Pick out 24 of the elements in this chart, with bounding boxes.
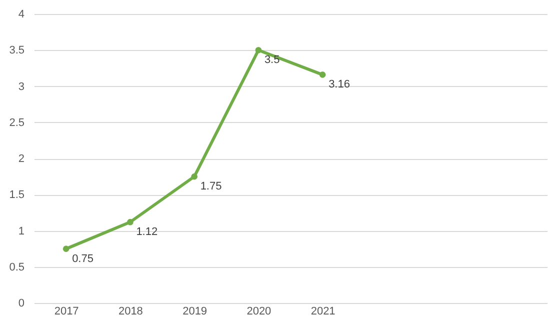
x-tick-label: 2018: [118, 306, 143, 318]
point: [255, 46, 262, 54]
data-label: 3.5: [264, 54, 280, 66]
y-tick-label: 2.5: [9, 116, 24, 129]
x-tick-label: 2021: [310, 306, 336, 318]
y-tick-label: 3.5: [9, 44, 24, 57]
data-label: 3.16: [328, 78, 350, 91]
y-tick-label: 1: [18, 225, 24, 238]
y-tick-label: 2: [18, 153, 24, 165]
x-tick-label: 2020: [246, 306, 272, 318]
y-tick-label: 4: [18, 8, 24, 20]
y-tick-label: 0: [18, 298, 24, 310]
point: [319, 72, 326, 78]
y-tick-label: 0.5: [9, 261, 24, 274]
data-label: 1.75: [200, 180, 222, 193]
y-tick-label: 1.5: [9, 189, 24, 202]
data-label: 1.12: [136, 226, 158, 238]
x-tick-label: 2017: [54, 306, 79, 318]
point: [191, 173, 198, 180]
data-label: 0.75: [72, 252, 94, 265]
point: [127, 218, 134, 226]
y-tick-label: 3: [18, 80, 24, 93]
x-tick-label: 2019: [182, 306, 208, 318]
point: [62, 246, 70, 252]
